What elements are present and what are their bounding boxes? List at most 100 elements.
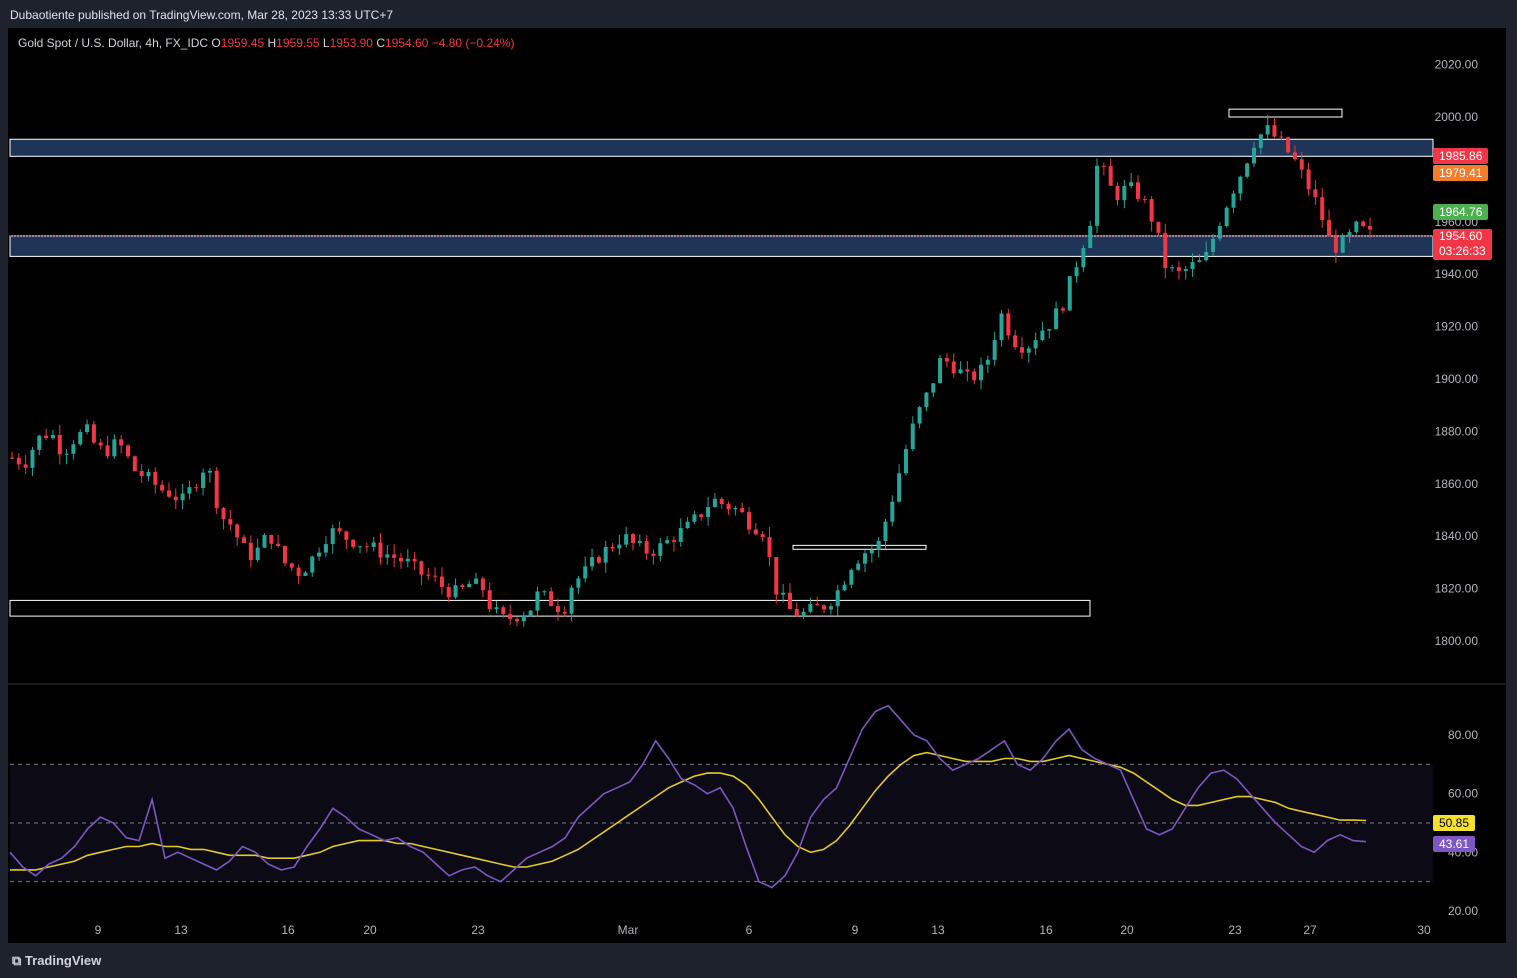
candle-body [637, 541, 642, 544]
candle-body [979, 364, 984, 381]
time-tick-label: 13 [931, 923, 945, 937]
candle-body [180, 493, 185, 501]
candle-body [1067, 276, 1072, 311]
chart-area[interactable]: 1800.00 1820.00 1840.00 1860.00 1880.00 1900.… [8, 28, 1506, 943]
candle-body [869, 549, 874, 554]
candle-body [1299, 159, 1304, 170]
candle-body [30, 449, 35, 468]
candle-body [555, 606, 560, 612]
candle-body [815, 604, 820, 606]
price-tick-label: 1940.00 [1435, 267, 1479, 281]
price-tick-label: 1880.00 [1435, 424, 1479, 438]
candle-body [1040, 330, 1045, 341]
price-tick-label: 1920.00 [1435, 320, 1479, 334]
candle-body [344, 531, 349, 540]
candle-body [883, 521, 888, 541]
candle-body [262, 534, 267, 548]
resistance-zone [9, 138, 1434, 157]
candle-body [999, 313, 1004, 341]
symbol-name: Gold Spot / U.S. Dollar, 4h, FX_IDC [18, 36, 209, 50]
candle-body [1333, 236, 1338, 253]
price-tick-label: 1860.00 [1435, 477, 1479, 491]
candle-body [747, 512, 752, 530]
candle-body [1074, 267, 1079, 277]
candle-body [1320, 197, 1325, 221]
candle-body [351, 539, 356, 547]
time-tick-label: 13 [174, 923, 188, 937]
symbol-legend: Gold Spot / U.S. Dollar, 4h, FX_IDC O195… [18, 36, 514, 50]
rsi-tick-label: 20.00 [1448, 904, 1478, 918]
candle-body [726, 504, 731, 510]
candle-body [1313, 189, 1318, 198]
candle-body [787, 592, 792, 610]
time-tick-label: Mar [618, 923, 639, 937]
candle-body [146, 471, 151, 477]
candle-body [1019, 347, 1024, 353]
candle-body [842, 584, 847, 591]
candle-body [1354, 221, 1359, 233]
candle-body [1231, 193, 1236, 208]
candle-body [1224, 207, 1229, 227]
time-tick-label: 9 [95, 923, 102, 937]
price-tag-1985: 1985.86 [1433, 148, 1489, 164]
candle-body [835, 590, 840, 607]
candle-body [651, 553, 656, 556]
candle-body [1060, 308, 1065, 311]
candle-body [1204, 251, 1209, 261]
price-tick-label: 2000.00 [1435, 110, 1479, 124]
candle-body [808, 604, 813, 612]
candle-body [596, 557, 601, 563]
candle-body [480, 578, 485, 591]
attribution-text: Dubaotiente published on TradingView.com… [10, 8, 394, 22]
time-tick-label: 9 [852, 923, 859, 937]
candle-body [1197, 260, 1202, 263]
chart-svg[interactable]: 1800.00 1820.00 1840.00 1860.00 1880.00 1900.… [8, 28, 1506, 943]
candle-body [992, 340, 997, 360]
candle-body [1183, 269, 1188, 271]
candle-body [207, 470, 212, 473]
candle-body [603, 547, 608, 563]
candle-body [733, 507, 738, 510]
time-tick-label: 20 [363, 923, 377, 937]
rsi-line [9, 704, 1367, 889]
candle-body [64, 453, 69, 455]
candle-body [126, 445, 131, 457]
candle-body [187, 487, 192, 494]
candle-body [1129, 182, 1134, 187]
candle-body [173, 496, 178, 501]
time-tick-label: 27 [1303, 923, 1317, 937]
candle-body [1217, 226, 1222, 239]
close-value: 1954.60 [385, 36, 429, 50]
footer-bar [0, 943, 1517, 978]
tradingview-logo[interactable]: ⧉ TradingView [12, 953, 101, 969]
candle-body [528, 610, 533, 616]
candle-body [57, 434, 62, 455]
candle-body [712, 498, 717, 508]
candle-body [856, 563, 861, 570]
candle-body [917, 407, 922, 424]
candle-body [951, 361, 956, 374]
low-label: L [322, 36, 330, 50]
candle-body [426, 574, 431, 576]
candle-body [419, 561, 424, 575]
candle-body [1286, 137, 1291, 153]
candle-body [460, 585, 465, 588]
candle-body [924, 392, 929, 408]
candle-body [562, 611, 567, 614]
candle-body [1238, 176, 1243, 194]
price-tick-label: 2020.00 [1435, 58, 1479, 72]
candle-body [23, 464, 28, 468]
candle-body [1251, 147, 1256, 164]
candle-body [535, 591, 540, 611]
time-tick-label: 23 [1228, 923, 1242, 937]
candle-body [276, 543, 281, 546]
candle-body [1340, 235, 1345, 253]
candle-body [494, 607, 499, 610]
candle-body [112, 439, 117, 457]
candle-body [1135, 182, 1140, 199]
candle-body [753, 529, 758, 535]
candle-body [37, 435, 42, 450]
candle-body [828, 606, 833, 610]
candle-body [985, 359, 990, 365]
candle-body [910, 423, 915, 450]
